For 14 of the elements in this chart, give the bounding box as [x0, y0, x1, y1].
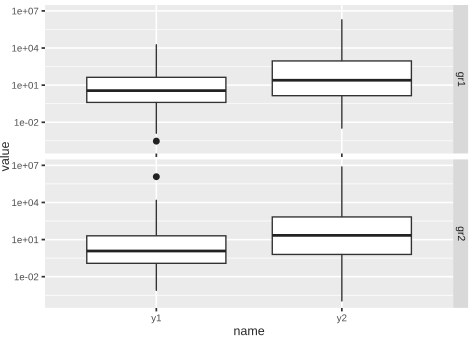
x-tick-label: y2: [336, 314, 346, 324]
x-axis-title: name: [234, 328, 264, 336]
text: gr1: [456, 72, 466, 86]
x-tick-label: y1: [151, 314, 161, 324]
y-tick-label: 1e+01: [12, 236, 38, 244]
y-axis-title: value: [0, 142, 10, 172]
text: gr2: [456, 226, 466, 241]
y-tick-label: 1e-02: [14, 119, 38, 126]
y-tick-label: 1e+04: [12, 199, 38, 206]
y-tick-label: 1e+04: [12, 44, 38, 52]
y-tick-label: 1e+07: [12, 8, 38, 15]
y-tick-label: 1e+01: [12, 82, 38, 89]
y-tick-label: 1e+07: [12, 162, 38, 169]
y-tick-label: 1e-02: [14, 273, 38, 280]
